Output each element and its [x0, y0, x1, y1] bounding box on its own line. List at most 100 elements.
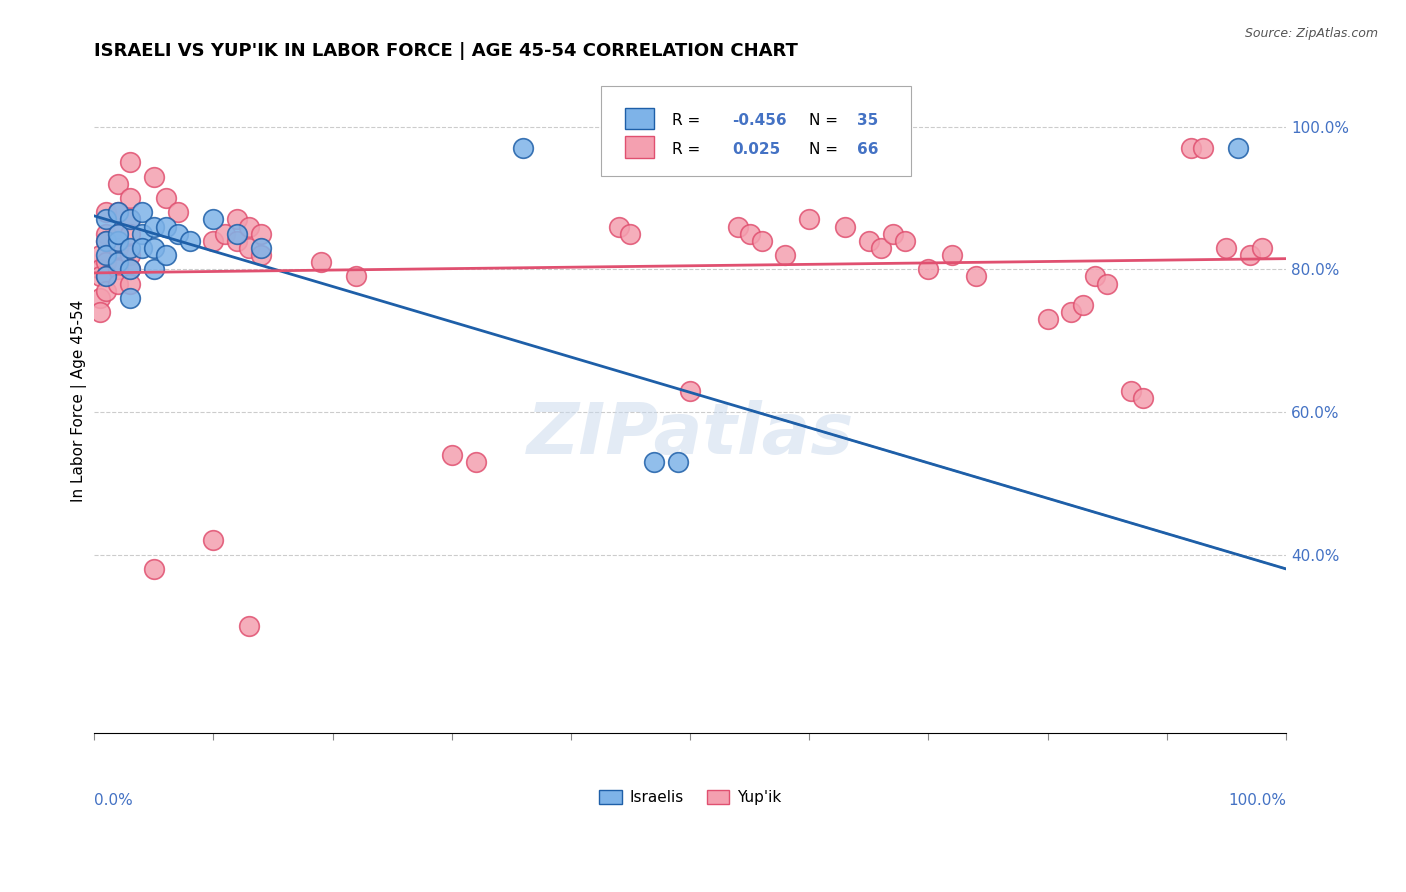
Point [118, 227, 141, 241]
Text: N =: N = [810, 113, 844, 128]
Point [1227, 141, 1250, 155]
Point [166, 227, 188, 241]
Point [118, 262, 141, 277]
Point [1095, 277, 1118, 291]
Point [94, 234, 117, 248]
Point [643, 455, 665, 469]
Point [107, 234, 129, 248]
Point [94, 269, 117, 284]
Point [1084, 269, 1107, 284]
Text: N =: N = [810, 142, 844, 157]
Point [89, 291, 111, 305]
Point [1036, 312, 1059, 326]
Point [118, 241, 141, 255]
Point [89, 305, 111, 319]
Point [214, 227, 236, 241]
Point [250, 248, 273, 262]
Point [1060, 305, 1083, 319]
Point [142, 562, 165, 576]
Text: Source: ZipAtlas.com: Source: ZipAtlas.com [1244, 27, 1378, 40]
Point [131, 227, 153, 241]
Point [893, 234, 915, 248]
Point [131, 241, 153, 255]
Point [107, 241, 129, 255]
Point [179, 234, 201, 248]
Point [142, 262, 165, 277]
Point [107, 227, 129, 241]
Text: 0.0%: 0.0% [94, 793, 134, 807]
Legend: Israelis, Yup'ik: Israelis, Yup'ik [593, 784, 787, 812]
Point [1239, 248, 1261, 262]
Point [775, 248, 797, 262]
Point [142, 241, 165, 255]
Point [155, 191, 177, 205]
Point [166, 205, 188, 219]
Point [94, 269, 117, 284]
Point [1251, 241, 1274, 255]
Point [118, 262, 141, 277]
Point [94, 227, 117, 241]
Point [202, 212, 225, 227]
Point [666, 455, 689, 469]
Point [107, 205, 129, 219]
Point [917, 262, 939, 277]
Point [89, 269, 111, 284]
Point [834, 219, 856, 234]
Point [619, 227, 641, 241]
Point [226, 227, 249, 241]
FancyBboxPatch shape [624, 136, 654, 158]
Text: 66: 66 [856, 142, 879, 157]
Point [464, 455, 486, 469]
Point [89, 248, 111, 262]
Point [679, 384, 702, 398]
Point [107, 255, 129, 269]
Point [238, 219, 260, 234]
Point [94, 255, 117, 269]
Point [118, 212, 141, 227]
Point [94, 205, 117, 219]
Point [250, 227, 273, 241]
Text: R =: R = [672, 142, 706, 157]
Point [118, 248, 141, 262]
Point [118, 155, 141, 169]
Point [89, 262, 111, 277]
Point [1191, 141, 1213, 155]
Point [869, 241, 891, 255]
FancyBboxPatch shape [600, 87, 911, 176]
Point [202, 234, 225, 248]
Point [118, 291, 141, 305]
Point [118, 191, 141, 205]
Point [1215, 241, 1237, 255]
Point [858, 234, 880, 248]
Point [238, 241, 260, 255]
Point [1132, 391, 1154, 405]
Text: 0.025: 0.025 [731, 142, 780, 157]
Point [107, 277, 129, 291]
Point [440, 448, 463, 462]
Point [250, 241, 273, 255]
Text: R =: R = [672, 113, 706, 128]
Point [94, 212, 117, 227]
Point [94, 248, 117, 262]
Point [94, 284, 117, 298]
Point [607, 219, 630, 234]
Point [727, 219, 749, 234]
Point [344, 269, 367, 284]
Point [238, 619, 260, 633]
Point [118, 277, 141, 291]
Point [1180, 141, 1202, 155]
Point [94, 234, 117, 248]
Text: -0.456: -0.456 [731, 113, 786, 128]
Point [142, 169, 165, 184]
Point [799, 212, 821, 227]
Point [131, 205, 153, 219]
Point [751, 234, 773, 248]
Point [965, 269, 987, 284]
Point [309, 255, 332, 269]
Point [941, 248, 963, 262]
Point [226, 234, 249, 248]
Point [155, 219, 177, 234]
Point [118, 212, 141, 227]
Point [155, 248, 177, 262]
Point [107, 262, 129, 277]
